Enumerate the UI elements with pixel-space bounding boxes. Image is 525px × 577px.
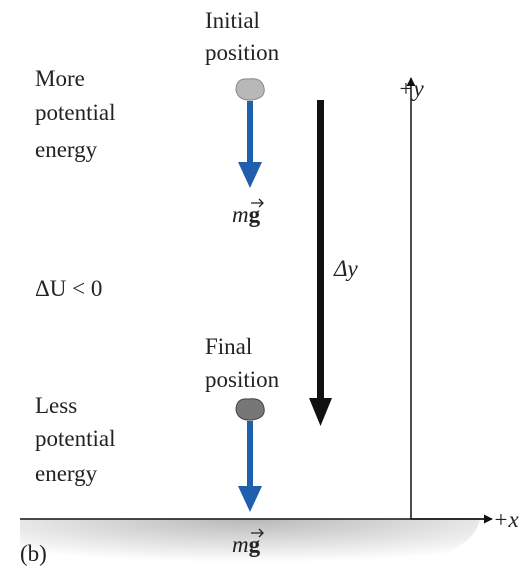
label: ΔU < 0	[35, 276, 102, 301]
force-arrow-shaft	[247, 101, 253, 163]
label: Less	[35, 393, 77, 418]
panel-label: (b)	[20, 541, 47, 566]
displacement-head	[309, 398, 332, 426]
force-arrow-head	[238, 486, 262, 512]
label: energy	[35, 461, 98, 486]
gravity: g	[249, 532, 261, 557]
label: position	[205, 40, 280, 65]
rock-final	[235, 398, 265, 421]
mass: m	[232, 532, 249, 557]
label: potential	[35, 426, 115, 451]
label: Final	[205, 334, 252, 359]
label: Δy	[333, 256, 358, 281]
label: position	[205, 367, 280, 392]
force-label: mg	[232, 202, 261, 227]
ground-shadow	[20, 519, 480, 577]
displacement-shaft	[317, 100, 324, 400]
label: potential	[35, 100, 115, 125]
force-label: mg	[232, 532, 261, 557]
vector-arrow	[251, 528, 264, 538]
label: More	[35, 66, 85, 91]
rock-initial	[235, 78, 265, 101]
gravity: g	[249, 202, 261, 227]
axis-label: +y	[398, 76, 425, 101]
label: energy	[35, 137, 98, 162]
axis-label: +x	[493, 507, 520, 532]
label: Initial	[205, 8, 260, 33]
mass: m	[232, 202, 249, 227]
vector-arrow	[251, 198, 264, 208]
force-arrow-head	[238, 162, 262, 188]
force-arrow-shaft	[247, 421, 253, 487]
